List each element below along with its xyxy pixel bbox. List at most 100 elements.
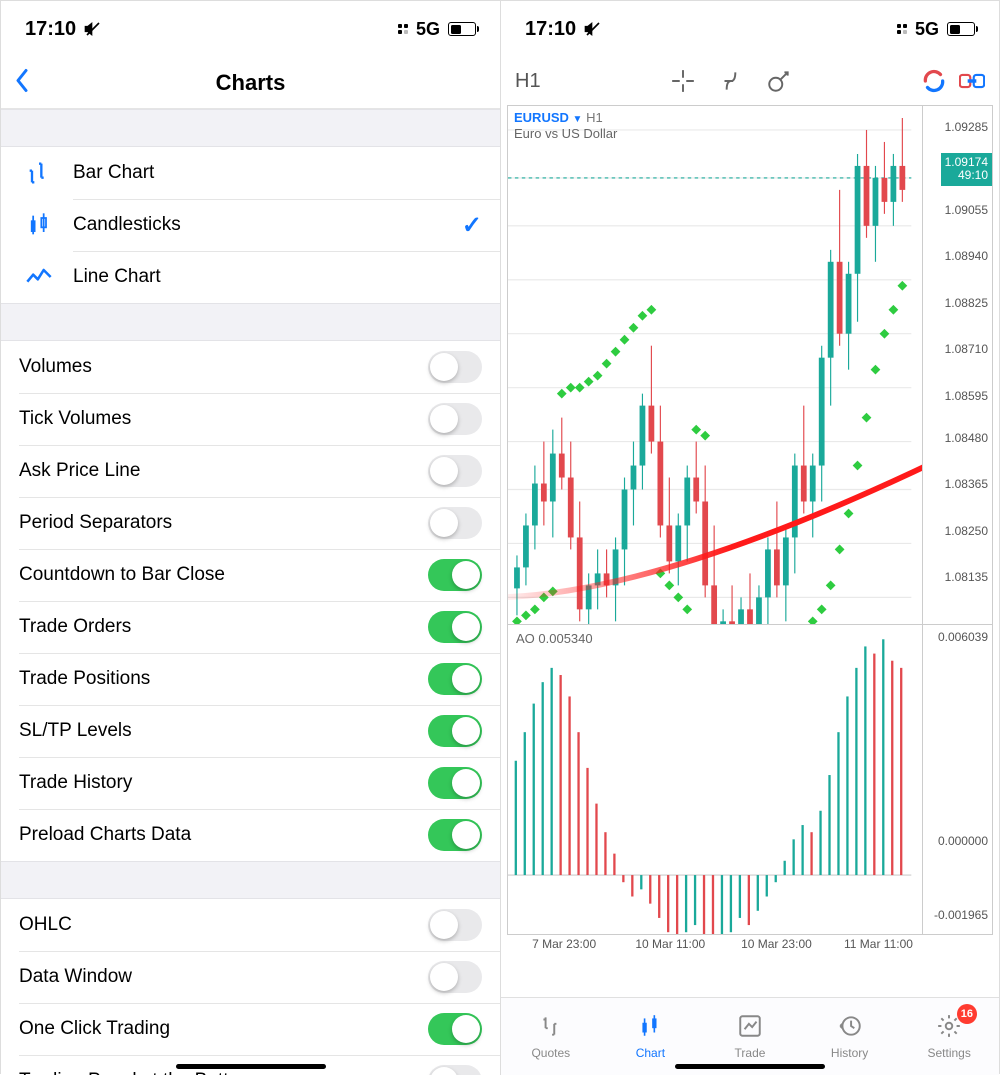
status-bar: 17:10 5G: [501, 1, 999, 57]
chevron-left-icon: [15, 68, 29, 92]
row-label: Line Chart: [73, 266, 161, 288]
tab-label: History: [831, 1046, 868, 1060]
badge: 16: [957, 1004, 977, 1024]
row-label: OHLC: [19, 914, 72, 936]
toggle-row: Trade History: [1, 757, 500, 809]
row-label: Volumes: [19, 356, 92, 378]
tab-settings[interactable]: Settings 16: [899, 998, 999, 1075]
signal-icon: [398, 24, 408, 34]
y-tick: 1.08365: [945, 477, 988, 491]
row-label: Candlesticks: [73, 214, 181, 236]
toggle-switch[interactable]: [428, 909, 482, 941]
y-tick: 1.08710: [945, 342, 988, 356]
cycle-icon[interactable]: [921, 68, 947, 94]
y-tick: 1.08595: [945, 389, 988, 403]
toggle-row: Volumes: [1, 341, 500, 393]
candlestick-icon: [19, 211, 59, 239]
y-tick: 1.08250: [945, 524, 988, 538]
signal-icon: [897, 24, 907, 34]
settings-pane: 17:10 5G Charts Bar Chart Candlesticks ✓…: [1, 1, 500, 1075]
network-label: 5G: [416, 19, 440, 40]
toggle-switch[interactable]: [428, 403, 482, 435]
y-tick: 1.08480: [945, 431, 988, 445]
x-tick: 10 Mar 23:00: [741, 937, 812, 951]
mute-icon: [84, 20, 102, 38]
section-gap: [1, 861, 500, 899]
back-button[interactable]: [15, 68, 29, 97]
row-label: Preload Charts Data: [19, 824, 191, 846]
toggle-switch[interactable]: [428, 351, 482, 383]
row-label: Tick Volumes: [19, 408, 131, 430]
toggle-switch[interactable]: [428, 767, 482, 799]
network-label: 5G: [915, 19, 939, 40]
battery-icon: [448, 22, 476, 36]
indicator-chart[interactable]: AO 0.005340 0.0060390.000000-0.001965: [507, 625, 993, 935]
row-label: Trading Panel at the Bottom: [19, 1070, 255, 1075]
row-label: Trade Positions: [19, 668, 150, 690]
chart-toolbar: H1: [501, 57, 999, 105]
trade-icon: [737, 1013, 763, 1042]
toggle-row: Ask Price Line: [1, 445, 500, 497]
toggle-switch[interactable]: [428, 1013, 482, 1045]
checkmark-icon: ✓: [462, 211, 482, 240]
current-price-tag: 1.0917449:10: [941, 153, 992, 187]
toggle-row: Tick Volumes: [1, 393, 500, 445]
home-indicator: [176, 1064, 326, 1069]
toggle-row: Countdown to Bar Close: [1, 549, 500, 601]
toggle-switch[interactable]: [428, 961, 482, 993]
toggle-switch[interactable]: [428, 559, 482, 591]
y-axis: 1.092851.091741.090551.089401.088251.087…: [922, 106, 992, 624]
toggle-row: OHLC: [1, 899, 500, 951]
price-chart[interactable]: EURUSD ▼ H1 Euro vs US Dollar 1.092851.0…: [507, 105, 993, 625]
toggle-switch[interactable]: [428, 715, 482, 747]
tab-quotes[interactable]: Quotes: [501, 998, 601, 1075]
y-tick: -0.001965: [934, 908, 988, 922]
chart-type-row[interactable]: Bar Chart: [1, 147, 500, 199]
link-icon[interactable]: [959, 68, 985, 94]
symbol-label: EURUSD ▼ H1: [514, 110, 603, 125]
y-tick: 0.000000: [938, 834, 988, 848]
crosshair-icon[interactable]: [670, 68, 696, 94]
chart-type-row[interactable]: Candlesticks ✓: [1, 199, 500, 251]
toggle-row: Trade Positions: [1, 653, 500, 705]
row-label: Trade Orders: [19, 616, 131, 638]
row-label: Period Separators: [19, 512, 172, 534]
y-tick: 1.08940: [945, 249, 988, 263]
row-label: Trade History: [19, 772, 132, 794]
toggle-switch[interactable]: [428, 663, 482, 695]
timeframe-button[interactable]: H1: [515, 70, 541, 93]
chart-tab-icon: [637, 1013, 663, 1042]
section-gap: [1, 109, 500, 147]
status-time: 17:10: [25, 18, 76, 41]
toggle-switch[interactable]: [428, 611, 482, 643]
bar-chart-icon: [19, 159, 59, 187]
y-tick: 1.09285: [945, 120, 988, 134]
tab-label: Trade: [735, 1046, 766, 1060]
row-label: Bar Chart: [73, 162, 154, 184]
toggle-row: SL/TP Levels: [1, 705, 500, 757]
page-title: Charts: [216, 70, 286, 96]
section-gap: [1, 303, 500, 341]
toggle-switch[interactable]: [428, 455, 482, 487]
toggle-switch[interactable]: [428, 819, 482, 851]
y-tick: 1.08825: [945, 296, 988, 310]
chart-pane: 17:10 5G H1 EURUSD ▼: [500, 1, 999, 1075]
x-tick: 11 Mar 11:00: [844, 937, 913, 951]
row-label: Data Window: [19, 966, 132, 988]
function-icon[interactable]: [718, 68, 744, 94]
chart-type-row[interactable]: Line Chart: [1, 251, 500, 303]
toggle-switch[interactable]: [428, 507, 482, 539]
home-indicator: [675, 1064, 825, 1069]
x-tick: 7 Mar 23:00: [532, 937, 596, 951]
row-label: Countdown to Bar Close: [19, 564, 225, 586]
tab-label: Settings: [927, 1046, 970, 1060]
y-tick: 1.09055: [945, 203, 988, 217]
history-icon: [837, 1013, 863, 1042]
mute-icon: [584, 20, 602, 38]
objects-icon[interactable]: [766, 68, 792, 94]
row-label: One Click Trading: [19, 1018, 170, 1040]
toggle-row: One Click Trading: [1, 1003, 500, 1055]
y-tick: 1.08135: [945, 570, 988, 584]
toggle-row: Trade Orders: [1, 601, 500, 653]
status-time: 17:10: [525, 18, 576, 41]
